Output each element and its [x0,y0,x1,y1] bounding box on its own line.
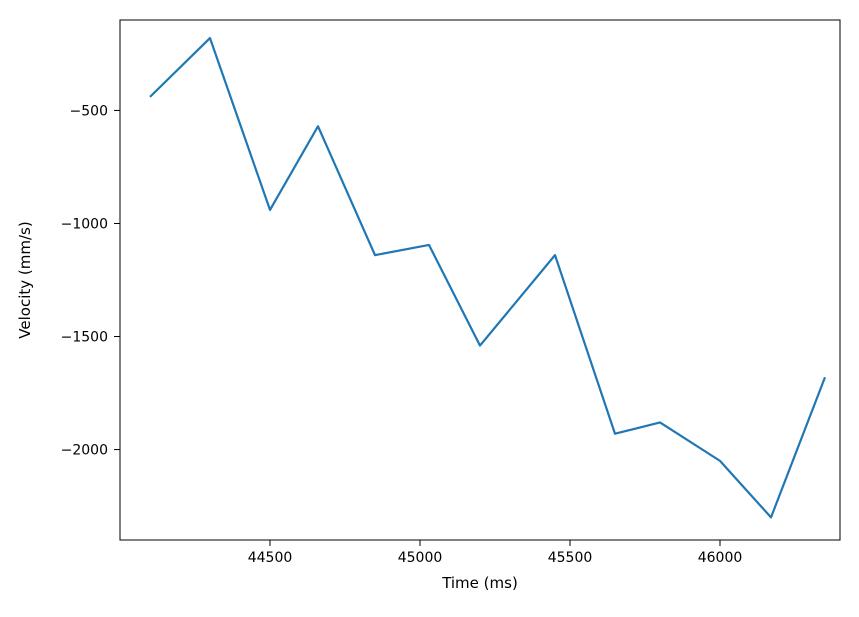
chart-svg: 44500 45000 45500 46000 −2000 −1500 −1000 −500 T… [0,0,859,617]
x-tick-label: 45000 [398,550,443,566]
y-tick-label: −500 [70,103,108,119]
x-tick-label: 45500 [548,550,593,566]
x-tick-label: 46000 [698,550,743,566]
y-tick-label: −1500 [61,330,108,346]
chart-background [0,0,859,617]
x-tick-label: 44500 [248,550,293,566]
x-axis-label: Time (ms) [441,574,518,592]
y-tick-label: −2000 [61,443,108,459]
velocity-chart: 44500 45000 45500 46000 −2000 −1500 −1000 −500 T… [0,0,859,617]
y-axis-label: Velocity (mm/s) [16,221,34,338]
y-tick-label: −1000 [61,216,108,232]
